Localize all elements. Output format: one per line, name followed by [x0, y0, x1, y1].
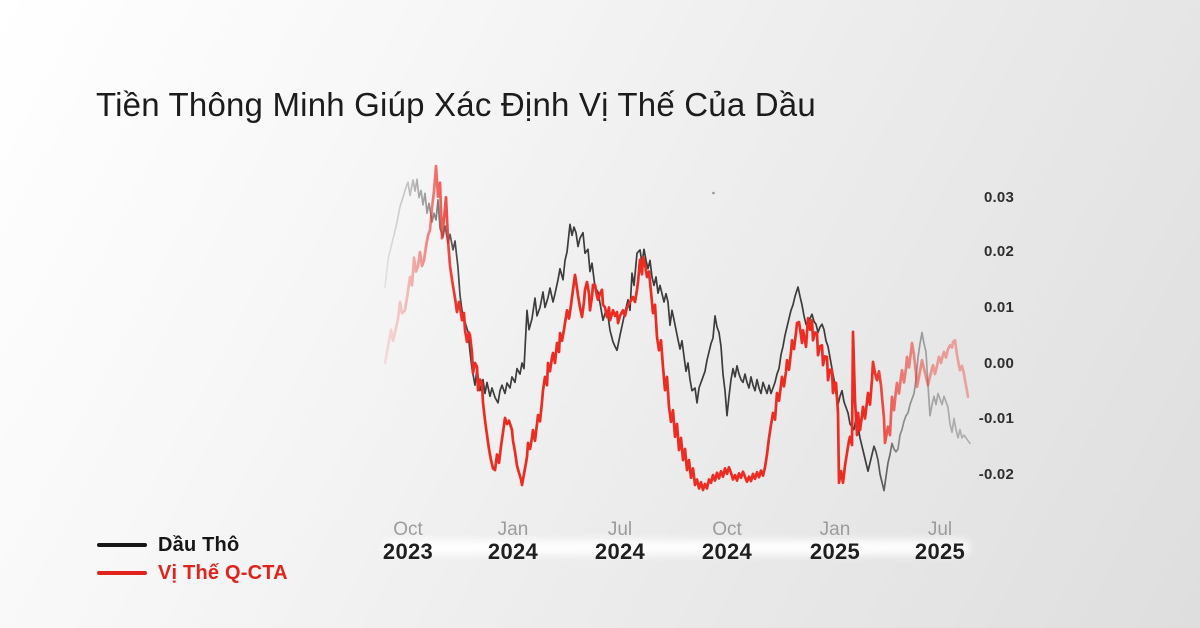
x-tick-year: 2025 [914, 539, 966, 564]
y-tick-002: 0.02 [984, 243, 1014, 260]
x-tick-jul-2025: Jul 2025 [885, 519, 995, 564]
x-axis-highlight-band [382, 540, 970, 555]
x-tick-oct-2024: Oct 2024 [672, 519, 782, 564]
crude-oil-label: Dầu Thô [158, 533, 240, 556]
x-tick-year: 2024 [594, 539, 646, 564]
legend: Dầu Thô Vị Thế Q-CTA [97, 531, 288, 587]
x-tick-year: 2024 [701, 539, 753, 564]
x-tick-year: 2025 [809, 539, 861, 564]
legend-item-crude-oil: Dầu Thô [97, 531, 288, 559]
x-tick-year: 2024 [487, 539, 539, 564]
x-tick-month: Oct [712, 519, 742, 540]
y-tick-000: 0.00 [984, 355, 1014, 372]
x-tick-jul-2024: Jul 2024 [565, 519, 675, 564]
y-tick-m002: -0.02 [978, 466, 1014, 483]
y-tick-003: 0.03 [984, 189, 1014, 206]
qcta-line-swatch [97, 570, 147, 576]
x-tick-month: Jan [497, 519, 529, 540]
page-title: Tiền Thông Minh Giúp Xác Định Vị Thế Của… [96, 86, 816, 123]
x-tick-month: Jan [819, 519, 851, 540]
stray-dot [712, 191, 715, 195]
qcta-position-line [383, 164, 970, 492]
x-tick-month: Jul [607, 519, 633, 540]
legend-item-qcta: Vị Thế Q-CTA [97, 559, 288, 587]
crude-oil-line [384, 178, 971, 492]
qcta-label: Vị Thế Q-CTA [158, 561, 288, 584]
crude-oil-line-swatch [97, 542, 147, 548]
x-tick-oct-2023: Oct 2023 [353, 519, 463, 564]
x-tick-jan-2024: Jan 2024 [458, 519, 568, 564]
x-tick-month: Oct [393, 519, 423, 540]
y-tick-001: 0.01 [984, 299, 1014, 316]
y-tick-m001: -0.01 [978, 410, 1014, 427]
x-tick-year: 2023 [382, 539, 434, 564]
x-tick-jan-2025: Jan 2025 [780, 519, 890, 564]
x-tick-month: Jul [927, 519, 953, 540]
